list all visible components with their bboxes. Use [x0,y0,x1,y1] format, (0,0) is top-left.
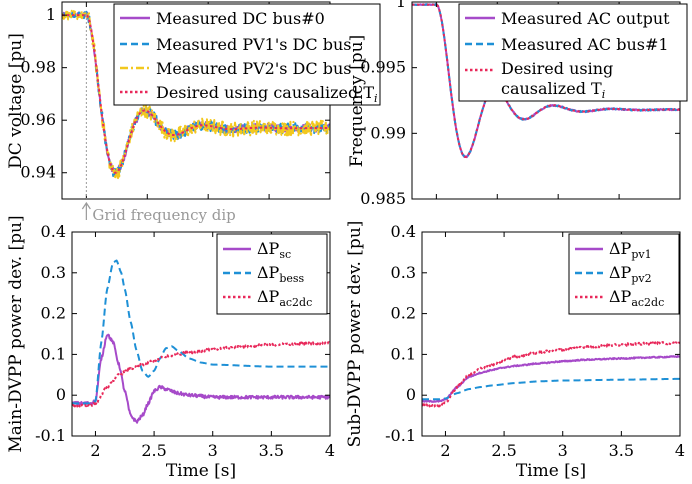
y-tick-label: 0 [56,385,66,404]
sub-dvpp-power-series-1 [422,377,680,401]
sub-dvpp-ylabel: Sub-DVPP power dev. [pu] [345,221,365,448]
y-tick-label: 0.4 [391,222,416,241]
main-dvpp-power-series-2 [72,340,330,408]
legend-label-ac-bus1: Measured AC bus#1 [501,35,669,54]
y-tick-label: 0.1 [391,344,416,363]
x-tick-label: 2.5 [141,441,166,460]
legend-label-dp-sc: ΔPsc [257,239,291,261]
y-tick-label: -0.1 [35,426,66,445]
legend-label-desired-freq-line1: Desired using [501,59,613,78]
x-tick-label: 3 [208,441,218,460]
frequency-legend: Measured AC output Measured AC bus#1 Des… [458,3,688,102]
legend-label-desired-dc: Desired using causalized Ti [156,83,378,105]
main-dvpp-xlabel: Time [s] [166,461,236,481]
y-tick-label: -0.1 [385,426,416,445]
legend-label-dp-pv2: ΔPpv2 [609,263,652,285]
x-tick-label: 3.5 [259,441,284,460]
y-tick-label: 1 [396,0,406,11]
y-tick-label: 0.2 [391,304,416,323]
panel-dc-voltage: 0.94 0.96 0.98 1 DC voltage [pu] Grid frequ… [6,1,381,224]
legend-label-dp-pv1: ΔPpv1 [609,239,652,261]
y-tick-label: 0.4 [41,222,66,241]
sub-dvpp-axes-frame [421,231,681,437]
x-tick-label: 4 [675,441,685,460]
dc-voltage-legend: Measured DC bus#0 Measured PV1's DC bus … [113,3,381,106]
x-tick-label: 2 [90,441,100,460]
grid-dip-label: Grid frequency dip [92,206,235,224]
x-tick-label: 3 [558,441,568,460]
y-tick-label: 0.985 [360,189,406,208]
dc-voltage-ylabel: DC voltage [pu] [6,33,26,169]
y-tick-label: 0.99 [370,123,406,142]
sub-dvpp-power-series-2 [422,340,680,408]
y-tick-label: 0.1 [41,344,66,363]
dc-voltage-legend-box [113,3,381,106]
y-tick-label: 0.3 [391,263,416,282]
sub-dvpp-power-series-0 [422,354,680,403]
y-tick-label: 0.94 [20,163,56,182]
legend-label-dp-ac2dc-main: ΔPac2dc [257,287,312,309]
legend-label-ac-output: Measured AC output [501,9,670,28]
legend-label-dp-bess: ΔPbess [257,263,305,285]
main-dvpp-power-series-0 [72,333,330,424]
main-dvpp-ylabel: Main-DVPP power dev. [pu] [6,215,26,452]
y-tick-label: 0.3 [41,263,66,282]
frequency-ylabel: Frequency [pu] [347,35,367,167]
y-tick-label: 0.2 [41,304,66,323]
legend-label-dp-ac2dc-sub: ΔPac2dc [609,287,664,309]
main-dvpp-axes-frame [71,231,331,437]
legend-label-pv2-dc-bus: Measured PV2's DC bus [156,59,351,78]
x-tick-label: 3.5 [609,441,634,460]
sub-dvpp-legend: ΔPpv1 ΔPpv2 ΔPac2dc [568,233,680,315]
grid-dip-arrow [81,201,91,220]
y-tick-label: 1 [46,5,56,24]
panel-frequency: 0.985 0.99 0.995 1 Frequency [pu] Measured … [347,0,688,208]
legend-label-desired-freq-line2: causalized Ti [501,79,605,101]
panel-main-dvpp-power: -0.1 0 0.1 0.2 0.3 0.4 2 2.5 3 3.5 4 Main-DVPP pow… [6,215,335,481]
grid-frequency-dip-annotation: Grid frequency dip [81,14,236,224]
panel-sub-dvpp-power: -0.1 0 0.1 0.2 0.3 0.4 2 2.5 3 3.5 4 Sub-DVPP powe… [345,221,685,481]
x-tick-label: 4 [325,441,335,460]
ac-frequency-series-1 [412,3,680,159]
y-tick-label: 0.96 [20,110,56,129]
y-tick-label: 0 [406,385,416,404]
legend-label-pv1-dc-bus: Measured PV1's DC bus [156,35,351,54]
x-tick-label: 2.5 [491,441,516,460]
frequency-legend-box [458,3,688,102]
y-tick-label: 0.98 [20,58,56,77]
sub-dvpp-xlabel: Time [s] [516,461,586,481]
main-dvpp-legend: ΔPsc ΔPbess ΔPac2dc [216,233,328,315]
main-dvpp-power-series-1 [72,259,330,405]
dc-voltage-series-3 [62,14,330,174]
y-tick-label: 0.995 [360,58,406,77]
legend-label-dc-bus0: Measured DC bus#0 [156,9,325,28]
x-tick-label: 2 [440,441,450,460]
